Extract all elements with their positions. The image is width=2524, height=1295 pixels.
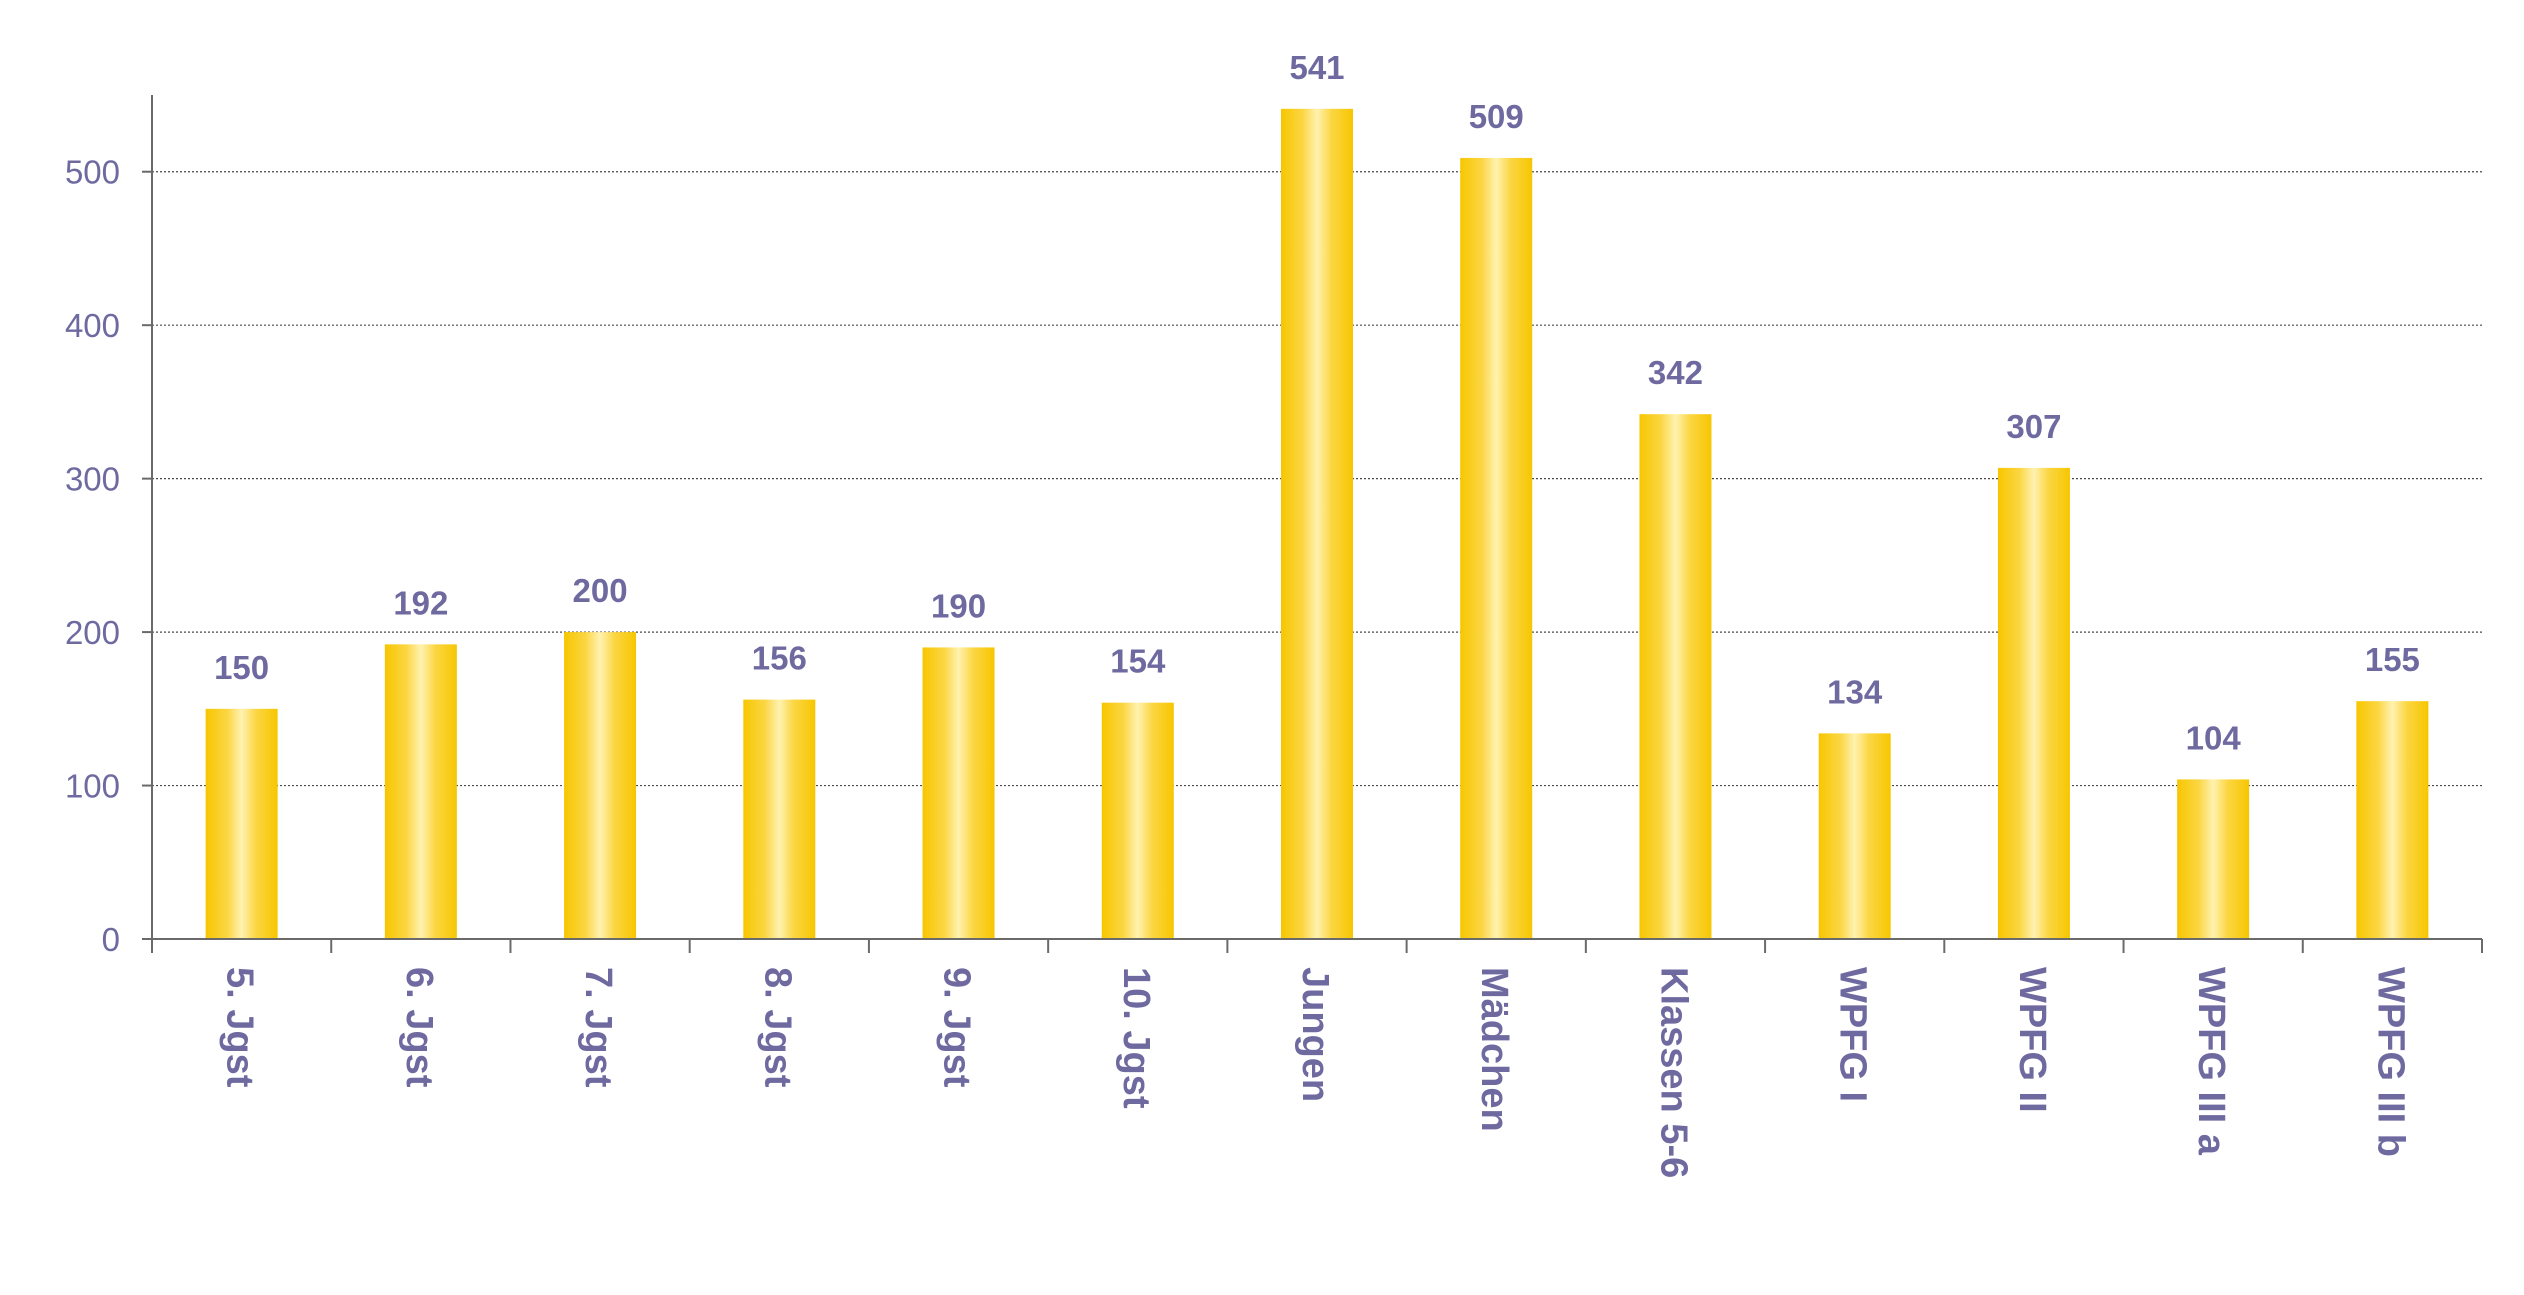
data-labels: 150 192 200 156 190 154 541 509 342 134 307 104 155 <box>195 48 2439 762</box>
bar-10 <box>1818 733 1891 939</box>
bar-1 <box>205 708 278 939</box>
data-label: 307 <box>2006 408 2061 445</box>
bar-4 <box>743 699 816 939</box>
category-label: 10. Jgst <box>1115 967 1157 1109</box>
category-label: WPFG I <box>1832 967 1874 1102</box>
data-label-bg <box>2167 719 2260 762</box>
data-label: 104 <box>2186 719 2242 756</box>
bar-13 <box>2356 701 2429 939</box>
data-label-bg <box>1987 407 2080 450</box>
data-label: 541 <box>1289 49 1344 86</box>
category-label: WPFG III b <box>2369 967 2411 1157</box>
y-tick-label: 300 <box>65 461 120 498</box>
data-label: 154 <box>1110 643 1166 680</box>
y-tick-labels: 0 100 200 300 400 500 <box>65 154 120 958</box>
bar-5 <box>922 647 995 939</box>
bars <box>205 108 2429 940</box>
bar-9 <box>1639 414 1712 940</box>
data-label-bg <box>733 639 826 682</box>
data-label-bg <box>1808 673 1901 716</box>
data-label-bg <box>912 587 1005 630</box>
bar-6 <box>1101 702 1174 939</box>
category-label: Jungen <box>1294 967 1336 1102</box>
data-label: 342 <box>1648 354 1703 391</box>
data-label-bg <box>554 572 647 615</box>
y-tick-label: 100 <box>65 768 120 805</box>
data-label: 150 <box>214 649 269 686</box>
data-label-bg <box>1091 642 1184 685</box>
category-labels: 5. Jgst 6. Jgst 7. Jgst 8. Jgst 9. Jgst 10. J… <box>219 967 2412 1178</box>
data-label-bg <box>1629 354 1722 397</box>
data-label-bg <box>195 648 288 691</box>
data-label: 200 <box>573 572 628 609</box>
data-label-bg <box>2346 641 2439 684</box>
bar-3 <box>564 632 637 939</box>
category-label: Mädchen <box>1473 967 1515 1132</box>
data-label: 190 <box>931 587 986 624</box>
data-label: 155 <box>2365 641 2420 678</box>
y-tick-label: 500 <box>65 154 120 191</box>
category-label: 8. Jgst <box>756 967 798 1088</box>
data-label-bg <box>374 584 467 627</box>
data-label-bg <box>1271 48 1363 91</box>
axes <box>142 95 2483 953</box>
category-label: 9. Jgst <box>936 967 978 1088</box>
bar-2 <box>384 644 457 939</box>
category-label: 6. Jgst <box>398 967 440 1088</box>
data-label: 134 <box>1827 673 1883 710</box>
category-label: Klassen 5-6 <box>1652 967 1694 1178</box>
y-tick-label: 0 <box>102 921 120 958</box>
y-tick-label: 400 <box>65 307 120 344</box>
category-label: WPFG III a <box>2190 967 2232 1156</box>
category-label: 7. Jgst <box>577 967 619 1088</box>
bar-12 <box>2177 779 2250 939</box>
data-label-bg <box>1450 97 1543 140</box>
data-label: 192 <box>393 584 448 621</box>
y-tick-label: 200 <box>65 614 120 651</box>
bar-8 <box>1460 157 1533 939</box>
data-label: 156 <box>752 640 807 677</box>
category-label: 5. Jgst <box>219 967 261 1088</box>
data-label: 509 <box>1469 98 1524 135</box>
category-label: WPFG II <box>2011 967 2053 1113</box>
bar-11 <box>1997 467 2070 939</box>
bar-7 <box>1281 108 1353 939</box>
